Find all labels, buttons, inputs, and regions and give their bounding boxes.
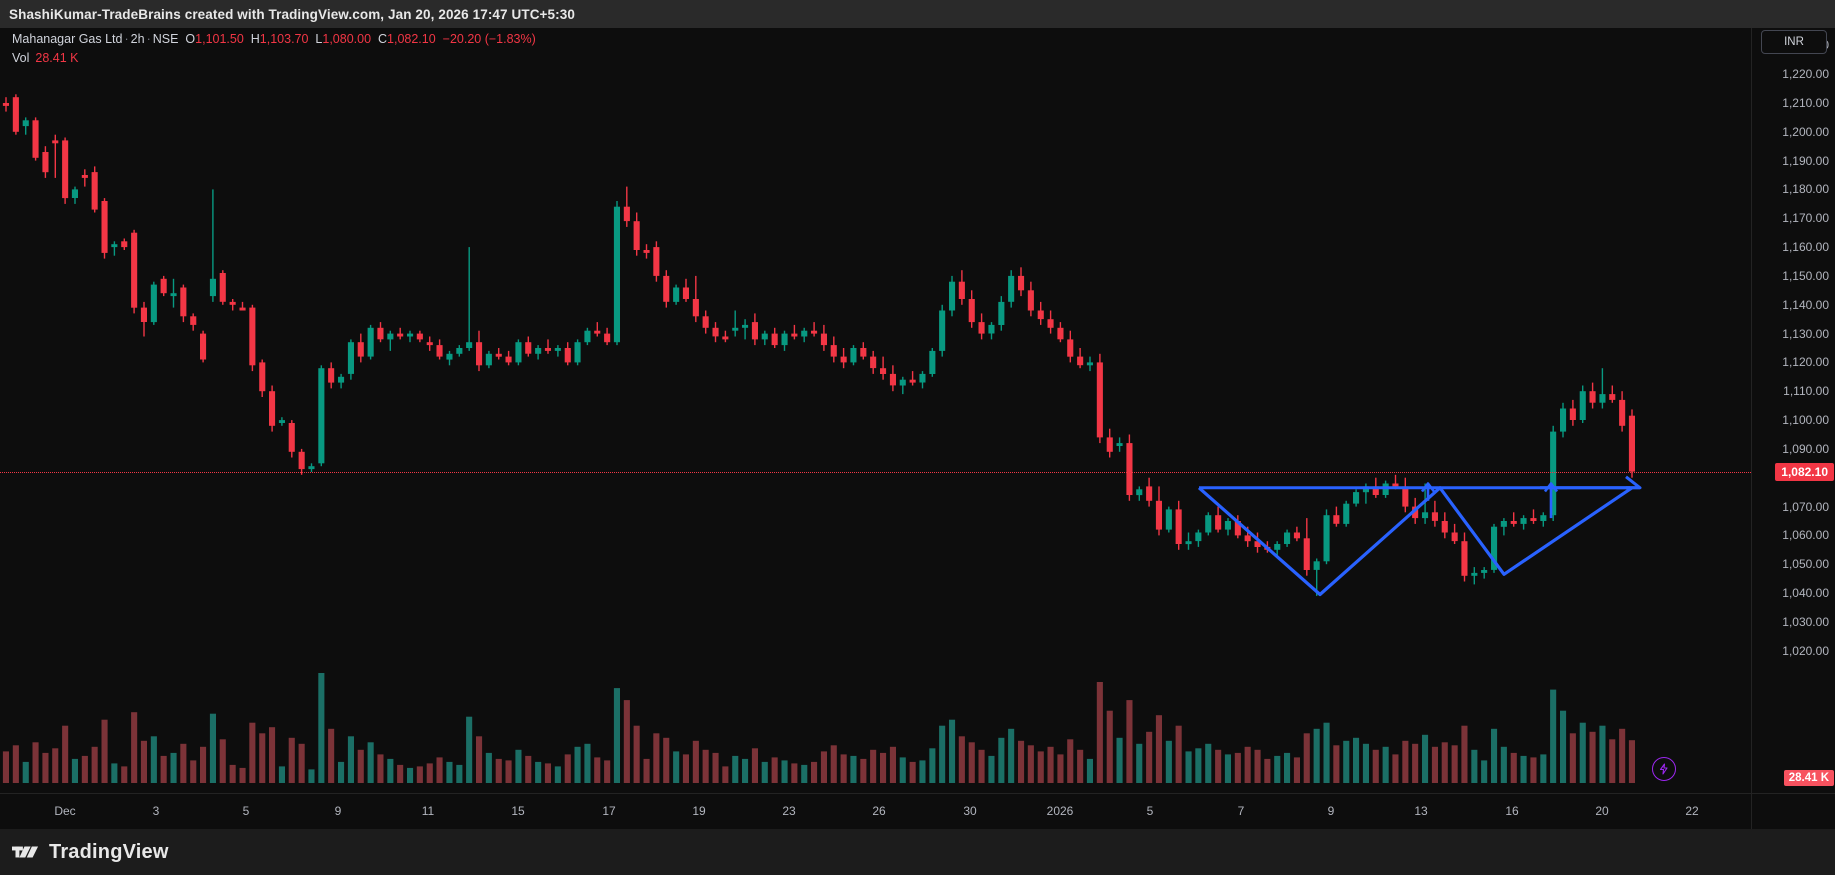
price-tick-label: 1,100.00 [1782, 413, 1829, 428]
price-tick-label: 1,030.00 [1782, 614, 1829, 629]
brand-bar: TradingView [0, 829, 1835, 875]
legend-volume-value: 28.41 K [35, 50, 79, 65]
time-tick-label: 22 [1685, 804, 1699, 818]
time-tick-label: 5 [242, 804, 250, 818]
legend-volume-label: Vol [12, 50, 30, 65]
price-tick-label: 1,020.00 [1782, 643, 1829, 658]
price-tick-label: 1,090.00 [1782, 441, 1829, 456]
time-axis[interactable]: Dec 3 5 9 11 15 17 19 23 26 30 2026 5 7 9 13 16 20 22 [0, 793, 1751, 830]
legend-volume-row: Vol 28.41 K [12, 51, 536, 67]
volume-series [2, 673, 1635, 783]
price-tick-label: 1,160.00 [1782, 240, 1829, 255]
price-tick-label: 1,190.00 [1782, 153, 1829, 168]
time-tick-label: 16 [1505, 804, 1519, 818]
axis-corner [1751, 793, 1835, 830]
current-price-line [0, 471, 1751, 473]
time-tick-label: 5 [1146, 804, 1154, 818]
time-tick-label: Dec [54, 804, 76, 818]
tradingview-brand: TradingView [0, 841, 169, 864]
legend-close-value: 1,082.10 [387, 32, 436, 46]
time-tick-label: 9 [1327, 804, 1335, 818]
legend-low-label: L [315, 32, 323, 46]
currency-badge-label: INR [1784, 36, 1804, 48]
candlestick-series [2, 94, 1635, 596]
legend-high-label: H [250, 32, 260, 46]
time-tick-label: 30 [963, 804, 977, 818]
legend-high-value: 1,103.70 [259, 32, 309, 46]
price-tick-label: 1,040.00 [1782, 586, 1829, 600]
legend-symbol[interactable]: Mahanagar Gas Ltd [12, 32, 123, 46]
price-tick-label: 1,130.00 [1782, 326, 1829, 341]
price-tick-label: 1,210.00 [1782, 96, 1829, 110]
price-tick-label: 1,070.00 [1782, 499, 1829, 514]
legend-open-label: O [185, 32, 196, 46]
market-status-bolt-icon[interactable] [1652, 757, 1676, 781]
time-tick-label: 19 [692, 804, 706, 818]
price-tick-label: 1,150.00 [1782, 268, 1829, 283]
price-tick-label: 1,110.00 [1783, 384, 1829, 399]
legend-exchange: NSE [152, 32, 179, 46]
legend-open-value: 1,101.50 [195, 32, 244, 46]
currency-badge[interactable]: INR [1761, 30, 1827, 54]
price-tick-label: 1,200.00 [1782, 124, 1829, 139]
time-tick-label: 11 [421, 804, 435, 818]
time-tick-label: 26 [872, 804, 886, 818]
current-volume-label: 28.41 K [1783, 770, 1834, 786]
time-tick-label: 3 [152, 804, 160, 818]
legend-interval[interactable]: 2h [130, 32, 145, 46]
price-tick-label: 1,060.00 [1782, 528, 1829, 543]
time-tick-label: 9 [334, 804, 342, 818]
pattern-drawings[interactable] [0, 28, 1751, 793]
price-tick-label: 1,180.00 [1782, 182, 1829, 197]
watermark-bar: ShashiKumar-TradeBrains created with Tra… [0, 0, 1835, 28]
time-tick-label: 20 [1595, 804, 1609, 818]
time-tick-label: 17 [602, 804, 616, 818]
price-tick-label: 1,120.00 [1782, 355, 1829, 370]
legend-ohlc-row: Mahanagar Gas Ltd · 2h · NSE O1,101.50 H1,10… [12, 32, 536, 46]
time-tick-label: 7 [1237, 804, 1245, 818]
price-tick-label: 1,220.00 [1782, 67, 1829, 82]
legend-close-label: C [378, 32, 388, 46]
tradingview-logo-icon [12, 846, 39, 858]
legend-low-value: 1,080.00 [322, 32, 372, 46]
chart-canvas[interactable] [0, 28, 1751, 793]
watermark-text: ShashiKumar-TradeBrains created with Tra… [9, 6, 575, 22]
price-axis[interactable]: 1,230.001,220.001,210.001,200.001,190.00… [1751, 28, 1835, 793]
legend-change: −20.20 (−1.83%) [442, 32, 536, 46]
time-tick-label: 2026 [1046, 804, 1074, 818]
price-tick-label: 1,140.00 [1782, 297, 1829, 312]
tradingview-brand-name: TradingView [49, 840, 169, 863]
price-tick-label: 1,170.00 [1782, 211, 1829, 226]
price-tick-label: 1,050.00 [1782, 557, 1829, 572]
current-price-label: 1,082.10 [1775, 462, 1834, 481]
time-tick-label: 23 [782, 804, 796, 818]
time-tick-label: 15 [511, 804, 525, 818]
time-tick-label: 13 [1414, 804, 1428, 818]
chart-legend[interactable]: Mahanagar Gas Ltd · 2h · NSE O1,101.50 H1,10… [12, 32, 536, 66]
